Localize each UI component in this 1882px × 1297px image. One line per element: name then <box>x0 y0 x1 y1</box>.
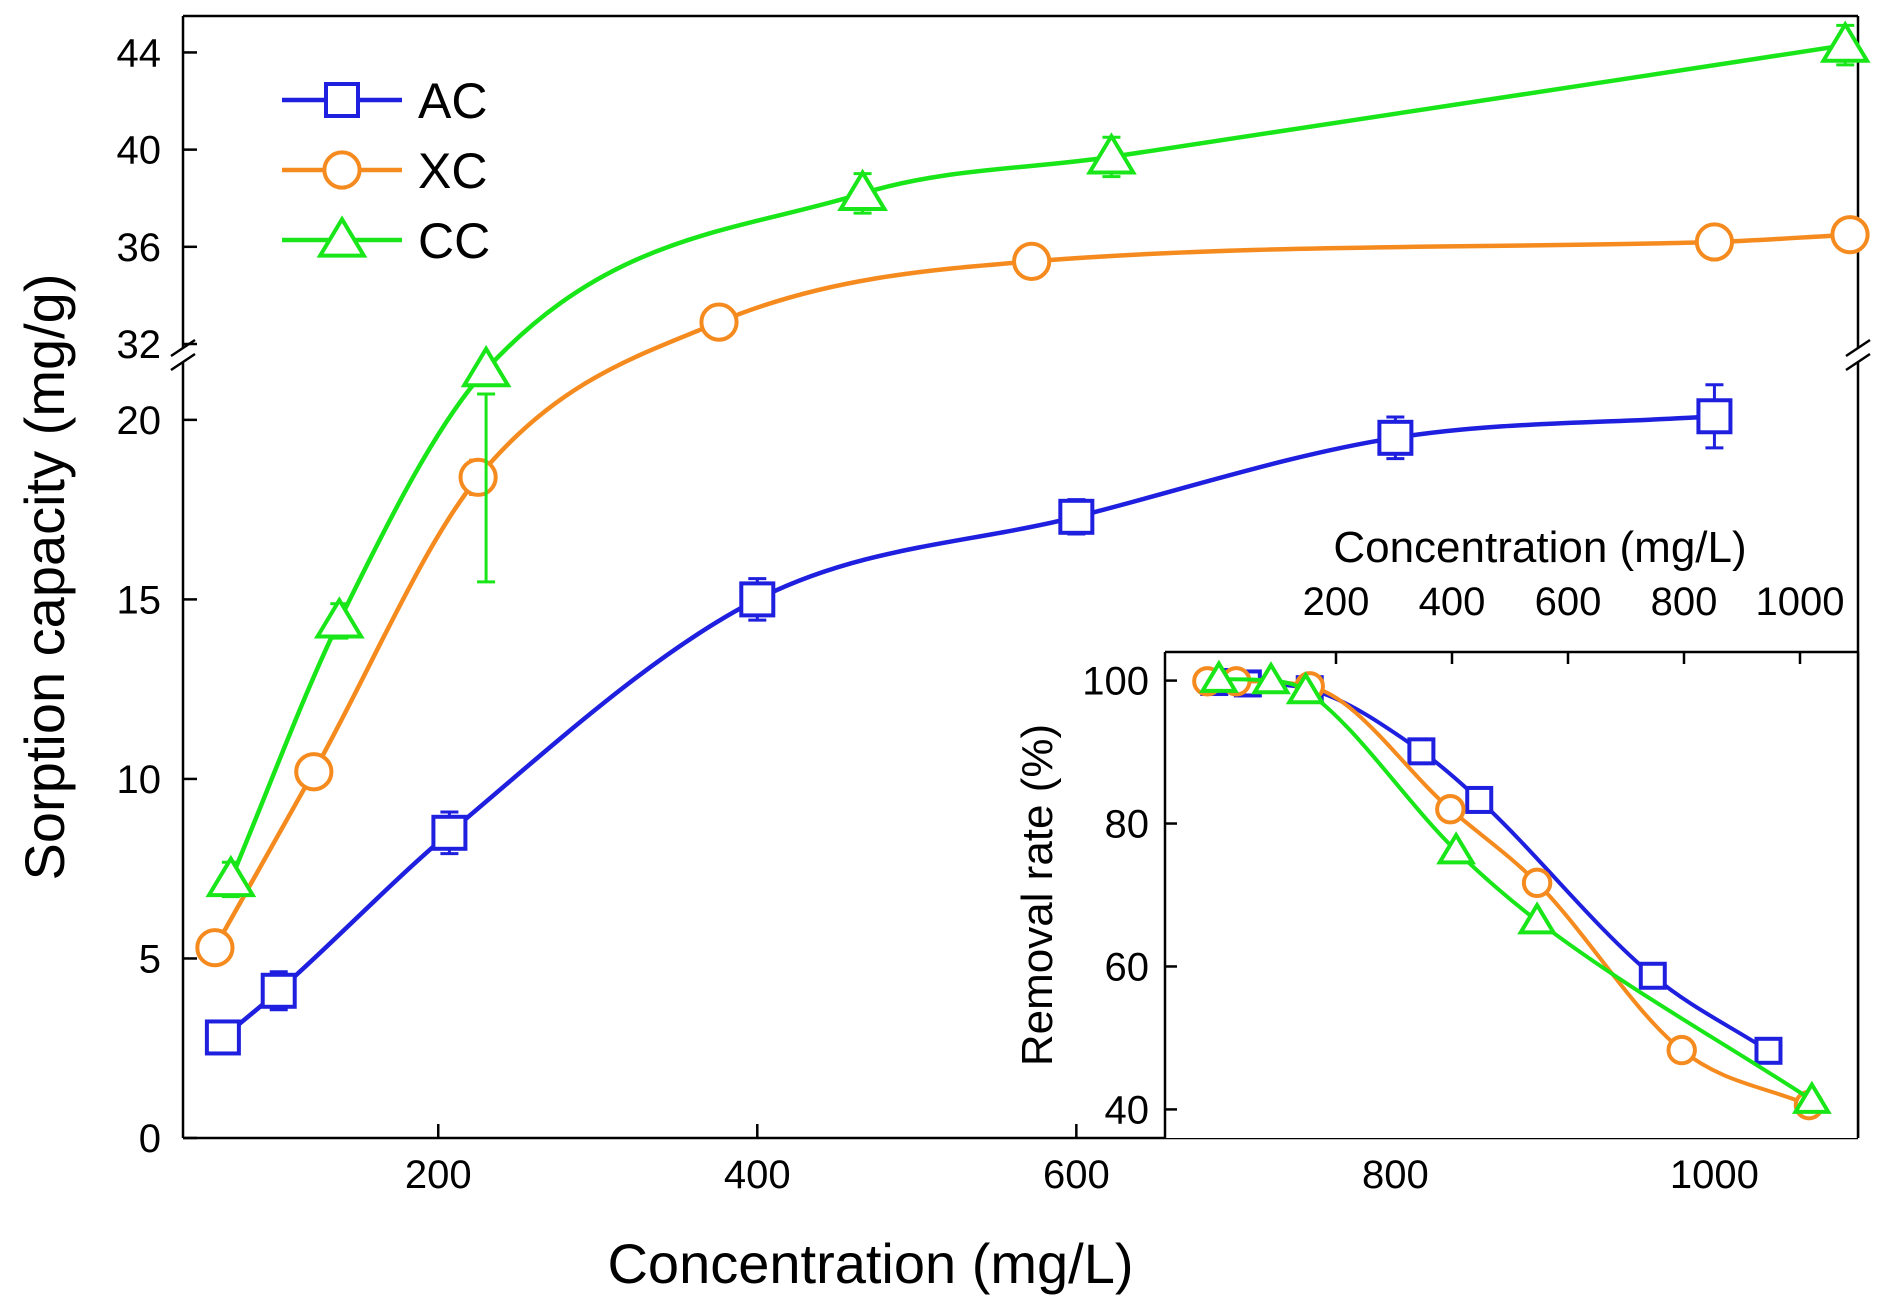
inset-y-tick-label: 40 <box>1105 1088 1150 1132</box>
inset-y-axis-title: Removal rate (%) <box>1013 724 1062 1066</box>
data-point <box>313 596 365 639</box>
data-point <box>458 457 498 497</box>
y-tick-label: 0 <box>139 1117 161 1161</box>
series-cc <box>205 20 1871 899</box>
axis-break-left-lower <box>170 352 196 372</box>
legend-label: AC <box>418 73 487 129</box>
legend-marker <box>322 150 362 190</box>
inset-data-point <box>1407 737 1436 766</box>
inset-y-tick-label: 100 <box>1082 660 1149 704</box>
data-point <box>1694 222 1735 262</box>
x-tick-label: 800 <box>1362 1153 1429 1197</box>
y-tick-label: 10 <box>117 758 162 802</box>
legend-item-cc: CC <box>282 213 490 269</box>
legend-label: CC <box>418 213 490 269</box>
legend-label: XC <box>418 143 487 199</box>
series-ac <box>204 383 1733 1056</box>
y-tick-label: 40 <box>117 129 162 173</box>
legend-marker <box>316 215 368 258</box>
inset-data-point <box>1638 961 1667 990</box>
main-plot: 200 400 600 800 1000 0 5 10 15 20 32 36 40 44 Concentr… <box>13 14 1871 1295</box>
inset-x-tick-label: 600 <box>1535 580 1602 624</box>
data-point <box>1058 498 1095 535</box>
axis-break-right-lower <box>1845 352 1871 372</box>
x-axis-title: Concentration (mg/L) <box>607 1232 1133 1295</box>
inset-data-point <box>1285 671 1326 705</box>
data-point <box>837 168 888 211</box>
legend-item-xc: XC <box>282 143 487 199</box>
axis-break-left-upper <box>170 338 196 358</box>
legend-marker <box>324 82 360 118</box>
x-tick-label: 200 <box>405 1153 472 1197</box>
data-point <box>260 972 297 1009</box>
data-point <box>205 854 257 898</box>
x-tick-label: 600 <box>1043 1153 1110 1197</box>
inset-data-point <box>1251 661 1291 695</box>
y-tick-label: 36 <box>117 226 162 270</box>
inset-data-point <box>1435 794 1466 825</box>
inset-data-point <box>1436 831 1477 865</box>
data-point <box>1830 215 1870 255</box>
inset-data-point <box>1666 1034 1697 1066</box>
inset-data-point <box>1521 867 1553 899</box>
data-point <box>1012 241 1052 281</box>
inset-x-axis-title: Concentration (mg/L) <box>1333 523 1746 572</box>
data-point <box>195 928 235 968</box>
x-tick-label: 400 <box>724 1153 791 1197</box>
inset-data-point <box>1517 901 1557 935</box>
inset-x-tick-label: 800 <box>1651 580 1718 624</box>
data-point <box>431 814 468 851</box>
inset-x-tick-label: 1000 <box>1756 580 1845 624</box>
inset-y-tick-label: 60 <box>1105 945 1150 989</box>
data-point <box>1377 419 1414 456</box>
y-tick-label: 20 <box>117 399 162 443</box>
inset-x-tick-label: 200 <box>1303 580 1370 624</box>
inset-data-point <box>1754 1036 1783 1065</box>
inset-series-cc <box>1199 659 1832 1114</box>
y-tick-label: 15 <box>117 578 162 622</box>
inset-data-point <box>1791 1080 1832 1114</box>
data-point <box>699 302 739 342</box>
data-point <box>204 1019 241 1056</box>
inset-data-point <box>1465 785 1494 814</box>
inset-data-point <box>1199 659 1239 693</box>
legend-item-ac: AC <box>282 73 487 129</box>
data-point <box>460 344 512 388</box>
data-point <box>1086 132 1137 175</box>
axis-break-right-upper <box>1845 338 1871 358</box>
x-tick-label: 1000 <box>1670 1153 1759 1197</box>
series-line <box>212 232 1851 949</box>
y-tick-label: 44 <box>117 31 162 75</box>
data-point <box>739 581 776 618</box>
data-point <box>294 752 334 792</box>
inset-x-tick-label: 400 <box>1419 580 1486 624</box>
y-tick-label: 32 <box>117 323 162 367</box>
inset-y-tick-label: 80 <box>1105 803 1150 847</box>
data-point <box>1819 20 1871 63</box>
data-point <box>1696 398 1733 435</box>
legend: AC XC CC <box>282 73 490 269</box>
y-tick-label: 5 <box>139 937 161 981</box>
y-axis-title: Sorption capacity (mg/g) <box>13 274 76 881</box>
